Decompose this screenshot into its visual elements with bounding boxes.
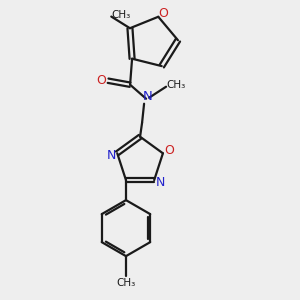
Text: N: N [155, 176, 165, 189]
Text: CH₃: CH₃ [112, 10, 131, 20]
Text: CH₃: CH₃ [167, 80, 186, 90]
Text: CH₃: CH₃ [116, 278, 136, 288]
Text: O: O [96, 74, 106, 87]
Text: O: O [164, 144, 174, 157]
Text: N: N [143, 90, 153, 103]
Text: O: O [158, 7, 168, 20]
Text: N: N [106, 149, 116, 162]
